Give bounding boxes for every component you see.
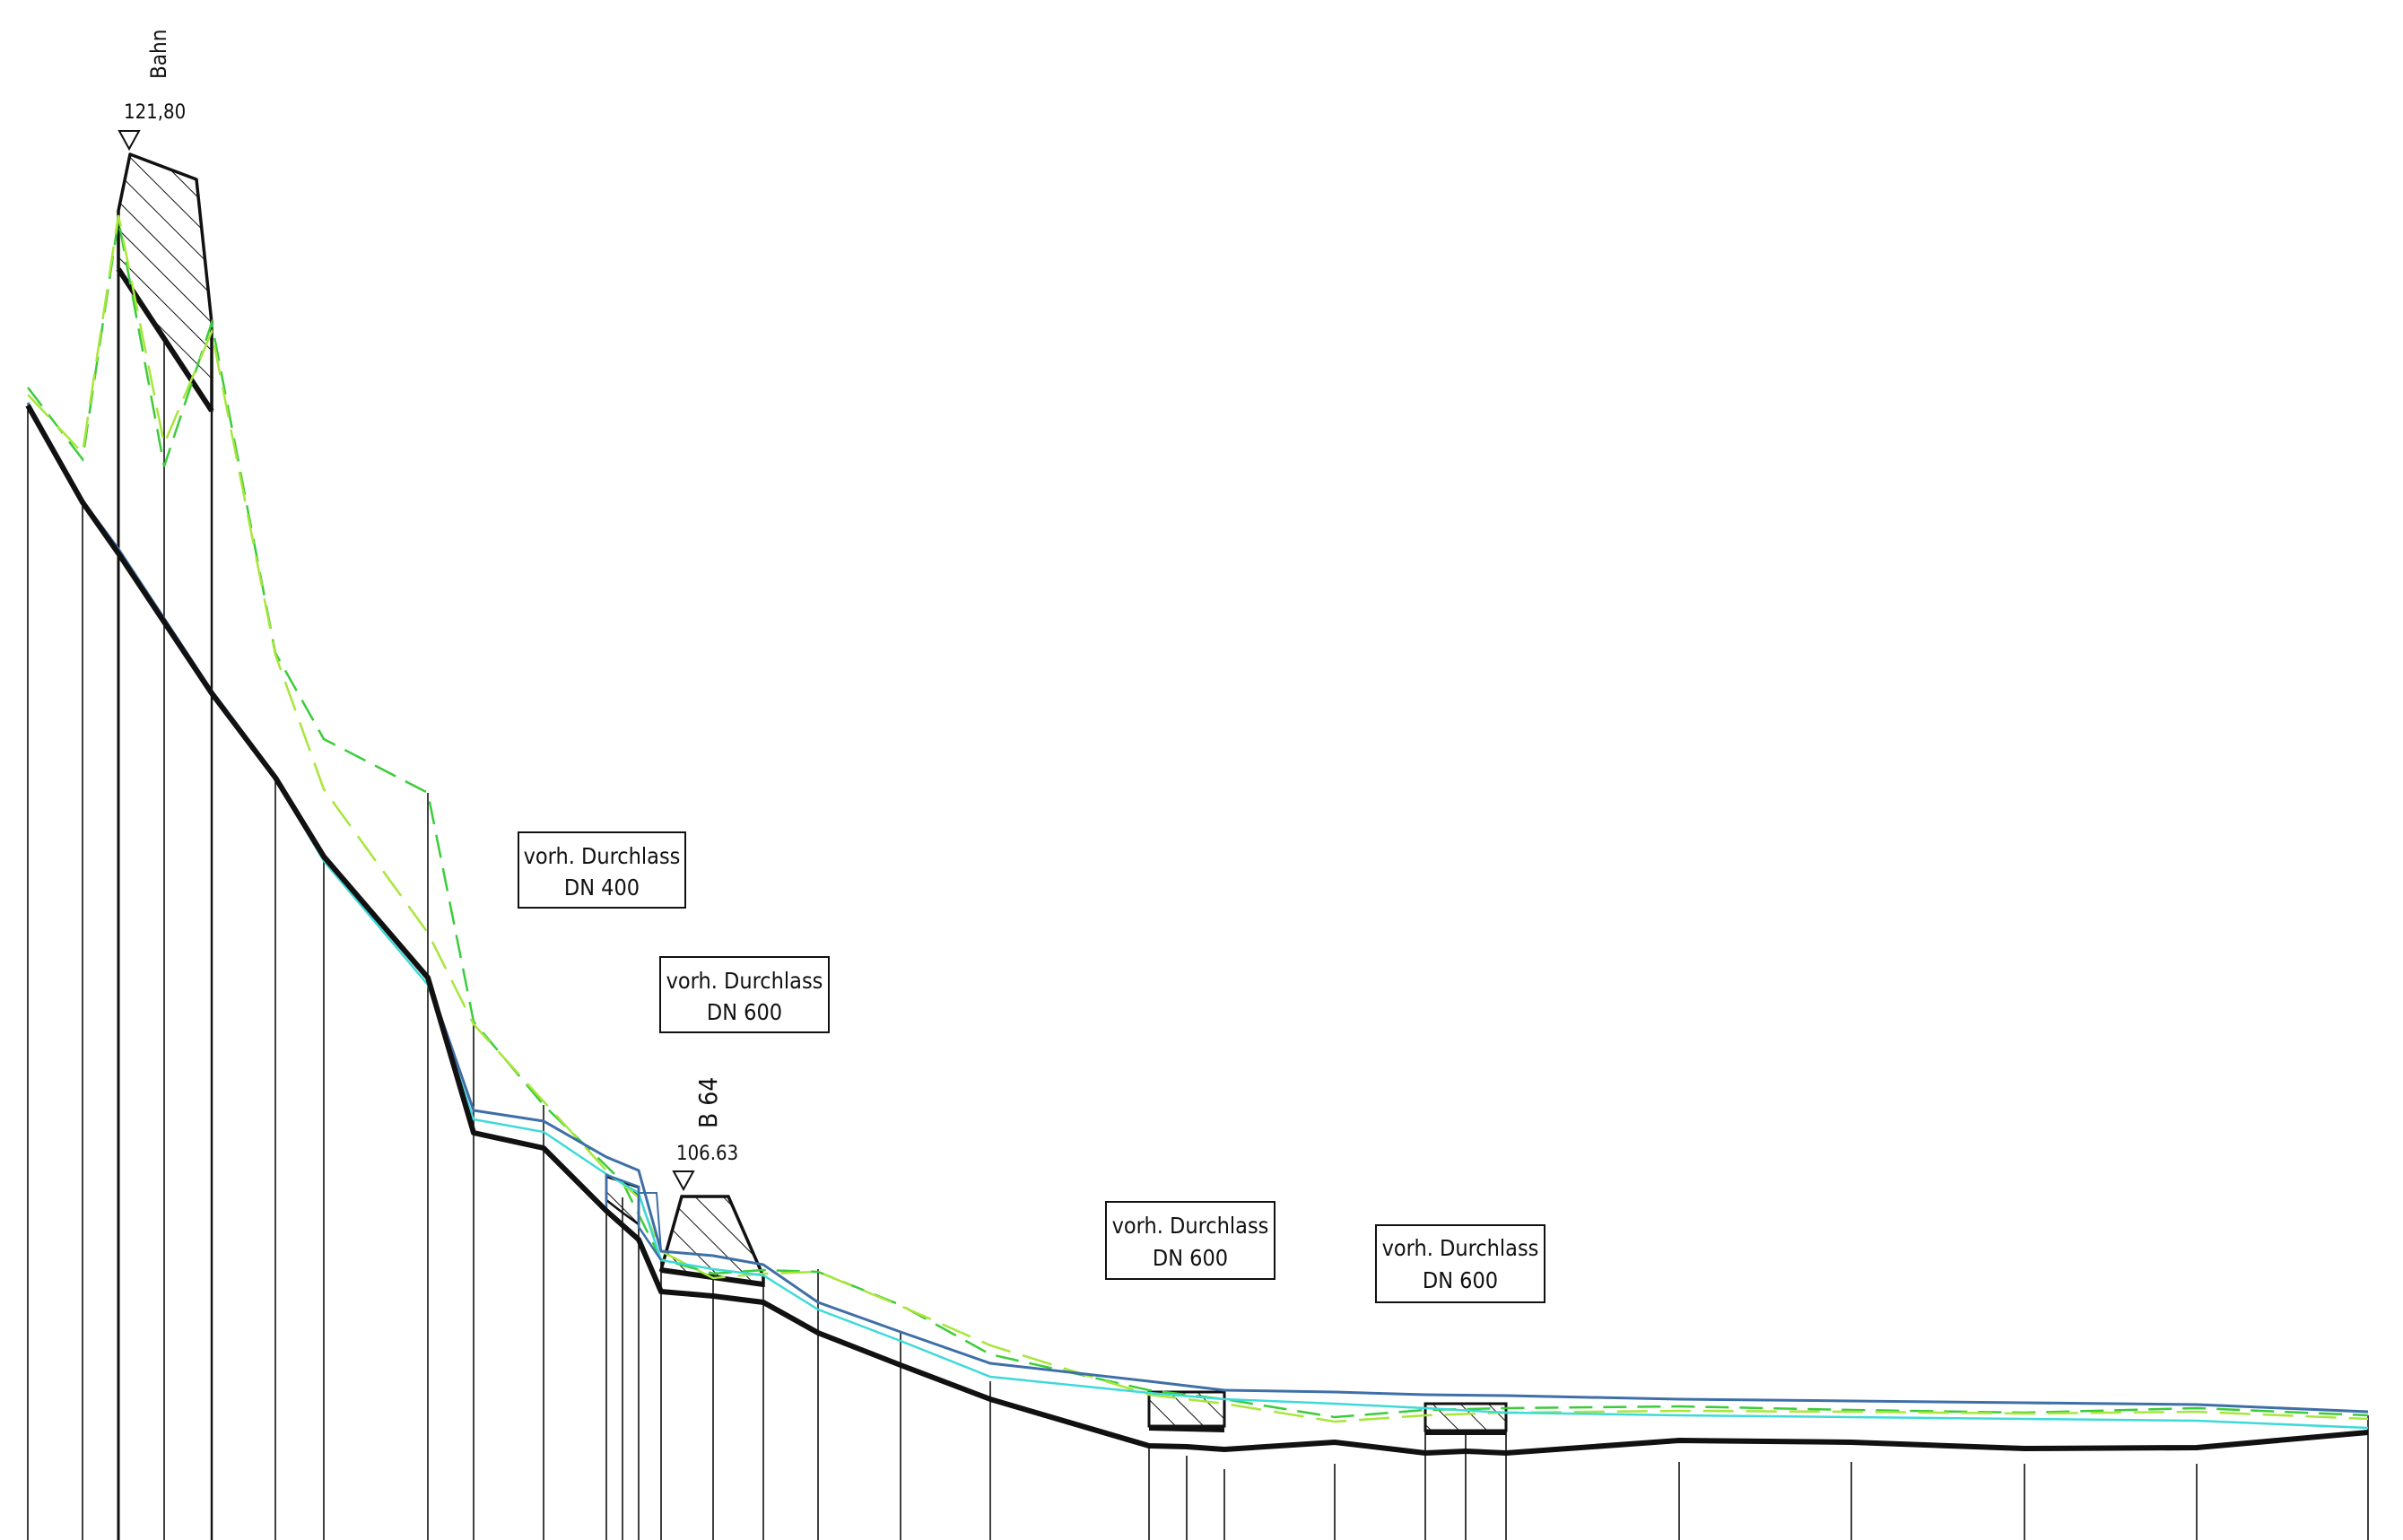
b64-elevation-triangle [672, 1170, 695, 1192]
culvert-label-line2: DN 400 [564, 874, 640, 901]
culvert-label-box [659, 956, 830, 1033]
culvert-label-1: vorh. Durchlass DN 400 [518, 831, 686, 909]
b64-label: B 64 [693, 1077, 723, 1128]
station-lines [27, 269, 2369, 1540]
culvert-label-4: vorh. Durchlass DN 600 [1375, 1224, 1545, 1303]
culvert-label-3: vorh. Durchlass DN 600 [1105, 1201, 1276, 1280]
culvert-label-line1: vorh. Durchlass [1382, 1235, 1539, 1261]
culvert-label-line2: DN 600 [1153, 1245, 1228, 1271]
culvert-dn400-outline [605, 1173, 663, 1261]
culvert-dn600-body-1 [1147, 1390, 1226, 1432]
culvert-label-line1: vorh. Durchlass [524, 843, 681, 869]
b64-marker: B 64 106.63 [672, 1077, 738, 1192]
bahn-elevation-triangle [118, 130, 141, 152]
culvert-dn600-base-1 [1148, 1425, 1225, 1432]
culvert-label-box [1375, 1224, 1545, 1303]
yellowgreen-dashed-profile [27, 214, 2369, 1423]
bahn-label: Bahn [146, 30, 171, 79]
culvert-dn400-outline-2 [639, 1192, 662, 1252]
culvert-label-box [518, 831, 686, 909]
culvert-label-line2: DN 600 [707, 999, 782, 1025]
culvert-label-line2: DN 600 [1423, 1267, 1498, 1293]
culvert-label-line1: vorh. Durchlass [666, 968, 823, 994]
bahn-marker: Bahn 121,80 [118, 30, 186, 152]
culvert-label-2: vorh. Durchlass DN 600 [659, 956, 830, 1033]
ground-profile [25, 404, 2369, 1456]
culvert-label-box [1105, 1201, 1276, 1280]
culvert-label-line1: vorh. Durchlass [1112, 1213, 1269, 1239]
bahn-elevation: 121,80 [124, 101, 186, 124]
b64-elevation: 106.63 [676, 1143, 738, 1165]
